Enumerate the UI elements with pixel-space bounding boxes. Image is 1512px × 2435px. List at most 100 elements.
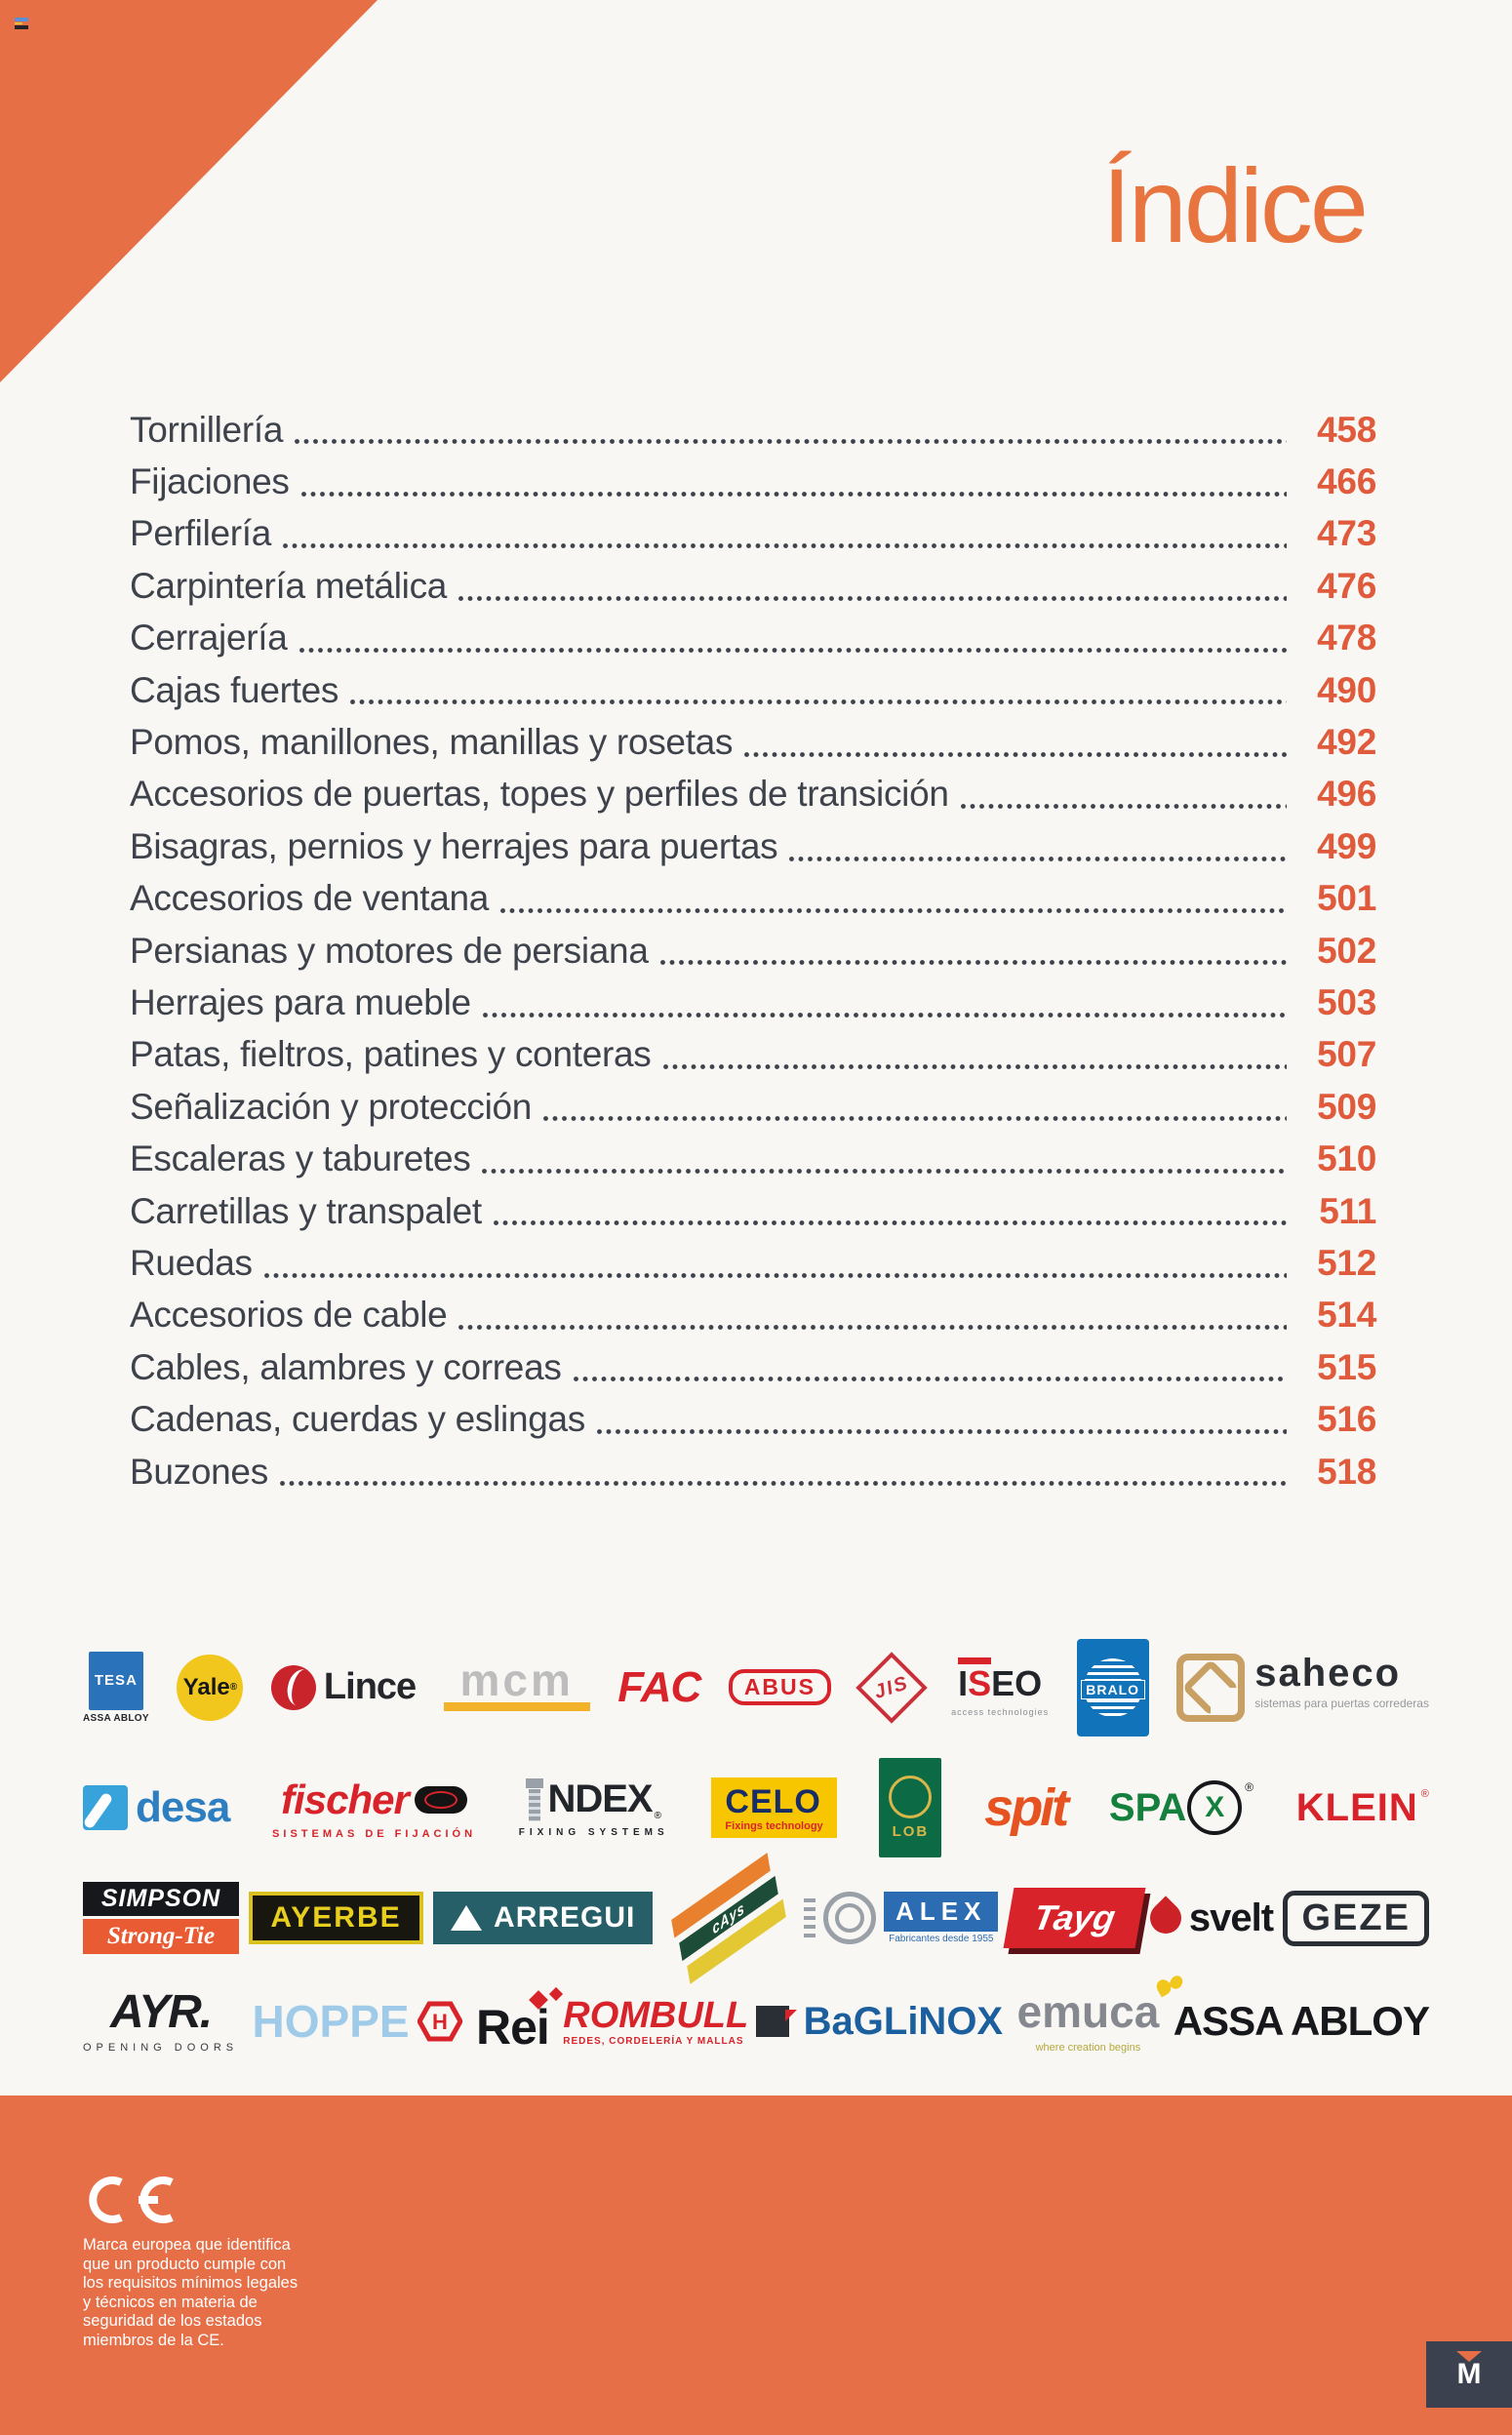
dot-leader [500, 907, 1287, 913]
toc-row[interactable]: Accesorios de cable 514 [130, 1290, 1376, 1341]
emuca-butterfly-icon [1157, 1976, 1182, 2001]
corner-triangle-decoration [0, 0, 378, 382]
logo-cays: cAys [656, 1852, 801, 1984]
logo-iseo: IS EO access technologies [951, 1657, 1049, 1717]
logo-tayg: Tayg [1003, 1888, 1145, 1948]
logo-baglinox: BaGLiNOX [803, 1999, 1004, 2043]
toc-row[interactable]: Carpintería metálica 476 [130, 560, 1376, 612]
logo-simpson-strong-tie: SIMPSON Strong-Tie [83, 1882, 239, 1954]
logo-fischer: fischer SISTEMAS DE FIJACIÓN [272, 1776, 477, 1840]
toc-row[interactable]: Escaleras y taburetes 510 [130, 1133, 1376, 1184]
window-artifact-icon [15, 18, 28, 29]
toc-entry-label: Fijaciones [130, 461, 290, 502]
rombull-emblem-icon [756, 2006, 798, 2037]
toc-row[interactable]: Accesorios de puertas, topes y perfiles … [130, 769, 1376, 820]
yale-circle: Yale ® [177, 1654, 244, 1721]
toc-entry-label: Carpintería metálica [130, 565, 448, 606]
toc-entry-label: Cables, alambres y correas [130, 1346, 562, 1387]
dot-leader [597, 1428, 1287, 1434]
toc-entry-label: Accesorios de cable [130, 1295, 448, 1336]
toc-entry-label: Cajas fuertes [130, 669, 339, 710]
toc-row[interactable]: Señalización y protección 509 [130, 1081, 1376, 1133]
toc-row[interactable]: Cajas fuertes 490 [130, 664, 1376, 716]
toc-row[interactable]: Patas, fieltros, patines y conteras 507 [130, 1029, 1376, 1081]
celo-box: CELO Fixings technology [711, 1777, 837, 1838]
toc-entry-page-number: 476 [1317, 565, 1376, 606]
alex-speed-lines-icon [804, 1898, 816, 1937]
logo-assa-abloy: ASSA ABLOY [1173, 1998, 1430, 2044]
toc-entry-label: Accesorios de ventana [130, 878, 490, 919]
logo-ayerbe: AYERBE [249, 1892, 423, 1944]
toc-entry-page-number: 507 [1317, 1034, 1376, 1075]
toc-row[interactable]: Accesorios de ventana 501 [130, 873, 1376, 925]
toc-entry-label: Cerrajería [130, 618, 288, 659]
dot-leader [789, 856, 1287, 861]
dot-leader [263, 1272, 1287, 1278]
toc-entry-label: Persianas y motores de persiana [130, 930, 649, 971]
m-logo-triangle-icon [1456, 2351, 1482, 2362]
ce-line: Marca europea que identifica [83, 2236, 291, 2254]
saheco-emblem-icon [1176, 1653, 1246, 1722]
toc-entry-page-number: 492 [1317, 722, 1376, 763]
logo-jis: JIS [855, 1651, 928, 1724]
toc-entry-label: Carretillas y transpalet [130, 1190, 482, 1231]
dot-leader [298, 647, 1287, 653]
toc-row[interactable]: Cerrajería 478 [130, 613, 1376, 664]
logo-hoppe: HOPPE H [253, 1995, 462, 2048]
svg-text:H: H [432, 2010, 448, 2034]
toc-entry-page-number: 509 [1317, 1086, 1376, 1127]
toc-entry-page-number: 499 [1317, 825, 1376, 866]
toc-entry-page-number: 458 [1317, 409, 1376, 450]
ce-line: seguridad de los estados [83, 2312, 262, 2330]
logo-saheco: saheco sistemas para puertas correderas [1176, 1653, 1429, 1722]
dot-leader [960, 804, 1287, 810]
logo-bralo: BRALO [1076, 1638, 1149, 1736]
toc-row[interactable]: Fijaciones 466 [130, 456, 1376, 507]
brand-logos-row-2: desa fischer SISTEMAS DE FIJACIÓN NDEX ®… [83, 1753, 1429, 1862]
toc-row[interactable]: Perfilería 473 [130, 508, 1376, 560]
logo-svelt: svelt [1143, 1896, 1274, 1940]
dot-leader [482, 1012, 1287, 1018]
logo-alex: ALEX Fabricantes desde 1955 [804, 1892, 999, 1944]
lince-emblem-icon [270, 1664, 316, 1710]
logo-abus: ABUS [728, 1669, 831, 1705]
toc-entry-page-number: 501 [1317, 878, 1376, 919]
dot-leader [482, 1168, 1287, 1174]
toc-entry-page-number: 510 [1317, 1138, 1376, 1179]
lob-box: LOB [879, 1758, 942, 1857]
toc-row[interactable]: Herrajes para mueble 503 [130, 977, 1376, 1028]
toc-entry-page-number: 466 [1317, 461, 1376, 502]
brand-logos-row-1: TESA ASSA ABLOY Yale ® Lince mcm FAC ABUS… [83, 1631, 1429, 1743]
toc-entry-page-number: 518 [1317, 1451, 1376, 1492]
logo-ayr: AYR. OPENING DOORS [83, 1986, 239, 2055]
mcm-underline-bar [443, 1702, 590, 1712]
toc-entry-page-number: 511 [1319, 1190, 1376, 1231]
toc-row[interactable]: Bisagras, pernios y herrajes para puerta… [130, 820, 1376, 872]
toc-entry-label: Accesorios de puertas, topes y perfiles … [130, 774, 949, 815]
toc-row[interactable]: Cables, alambres y correas 515 [130, 1341, 1376, 1393]
toc-row[interactable]: Pomos, manillones, manillas y rosetas 49… [130, 716, 1376, 768]
toc-row[interactable]: Buzones 518 [130, 1446, 1376, 1497]
toc-entry-label: Cadenas, cuerdas y eslingas [130, 1399, 586, 1440]
logo-lince: Lince [270, 1664, 417, 1710]
toc-list: Tornillería 458 Fijaciones 466 Perfilerí… [130, 404, 1376, 1497]
toc-entry-page-number: 490 [1317, 669, 1376, 710]
toc-entry-page-number: 473 [1317, 513, 1376, 554]
dot-leader [659, 960, 1287, 966]
logo-rei: Rei [476, 1986, 563, 2052]
dot-leader [573, 1377, 1287, 1382]
toc-row[interactable]: Cadenas, cuerdas y eslingas 516 [130, 1393, 1376, 1445]
toc-row[interactable]: Carretillas y transpalet 511 [130, 1185, 1376, 1237]
tesa-sub-label: ASSA ABLOY [83, 1712, 149, 1724]
rei-diamond-small-icon [548, 1986, 563, 2002]
logo-klein: KLEIN ® [1295, 1785, 1429, 1829]
dot-leader [458, 1325, 1287, 1331]
dot-leader [279, 1481, 1287, 1487]
desa-emblem-icon [83, 1785, 128, 1830]
toc-entry-label: Tornillería [130, 409, 284, 450]
toc-row[interactable]: Tornillería 458 [130, 404, 1376, 456]
logo-celo: CELO Fixings technology [711, 1777, 837, 1838]
toc-row[interactable]: Ruedas 512 [130, 1237, 1376, 1289]
toc-row[interactable]: Persianas y motores de persiana 502 [130, 925, 1376, 977]
